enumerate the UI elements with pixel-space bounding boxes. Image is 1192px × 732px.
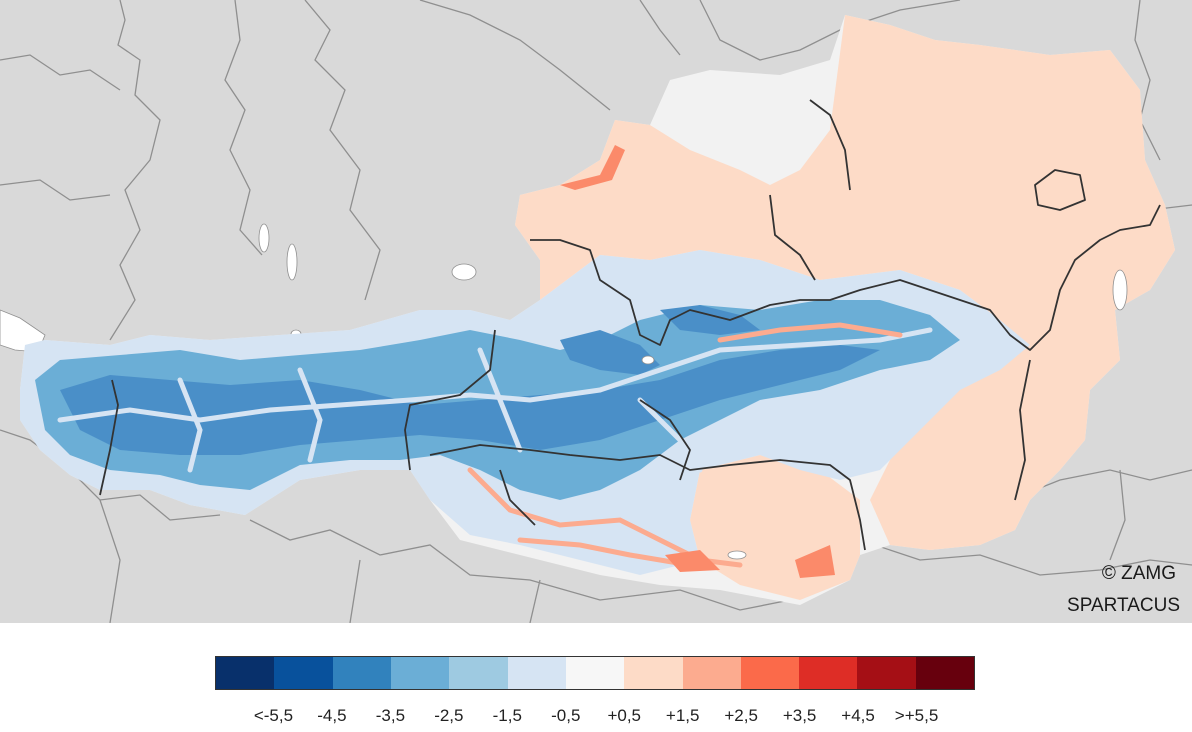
legend-tick-label: >+5,5 — [894, 706, 939, 725]
valley-lines — [57, 327, 933, 473]
legend-swatch — [449, 657, 508, 689]
legend-swatch — [624, 657, 683, 689]
legend-tick-label: +0,5 — [607, 706, 641, 725]
legend-swatch — [565, 657, 625, 689]
legend-tick-label: -4,5 — [317, 706, 347, 725]
legend-swatch — [857, 657, 916, 689]
map-canvas — [0, 0, 1192, 623]
legend-swatch — [332, 657, 391, 689]
austria-lakes — [641, 269, 1128, 560]
legend-tick-label: +4,5 — [841, 706, 875, 725]
legend-tick-label: -3,5 — [375, 706, 406, 725]
legend-tick-label: -0,5 — [551, 706, 581, 725]
cold-region-deep — [60, 345, 880, 455]
neighbour-borders — [0, 0, 1192, 623]
legend-tick-label: <-5,5 — [253, 706, 294, 725]
legend-swatch — [682, 657, 741, 689]
cold-pocket-north — [560, 330, 660, 375]
state-borders — [99, 99, 1161, 551]
legend-labels: <-5,5 -4,5 -3,5 -2,5 -1,5 -0,5 +0,5 +1,5 +2,5 +3,… — [215, 706, 975, 730]
warm-hotspots — [560, 145, 835, 578]
warm-region-east — [515, 15, 1175, 550]
legend-tick-label: +3,5 — [782, 706, 817, 725]
legend-swatch — [216, 657, 275, 689]
legend-swatch — [390, 657, 450, 689]
legend-tick-label: +1,5 — [665, 706, 700, 725]
anomaly-map: © ZAMG SPARTACUS — [0, 0, 1192, 623]
credit-spartacus: SPARTACUS — [1067, 595, 1180, 616]
legend-swatch — [915, 657, 975, 689]
legend-tick-label: -1,5 — [492, 706, 522, 725]
legend-tick-label: -2,5 — [434, 706, 464, 725]
legend-swatch — [799, 657, 858, 689]
legend-swatch — [274, 657, 333, 689]
color-legend — [215, 656, 975, 690]
credit-zamg: © ZAMG — [1101, 563, 1176, 584]
legend-tick-label: +2,5 — [724, 706, 758, 725]
legend-swatch — [507, 657, 566, 689]
legend-swatch — [740, 657, 800, 689]
